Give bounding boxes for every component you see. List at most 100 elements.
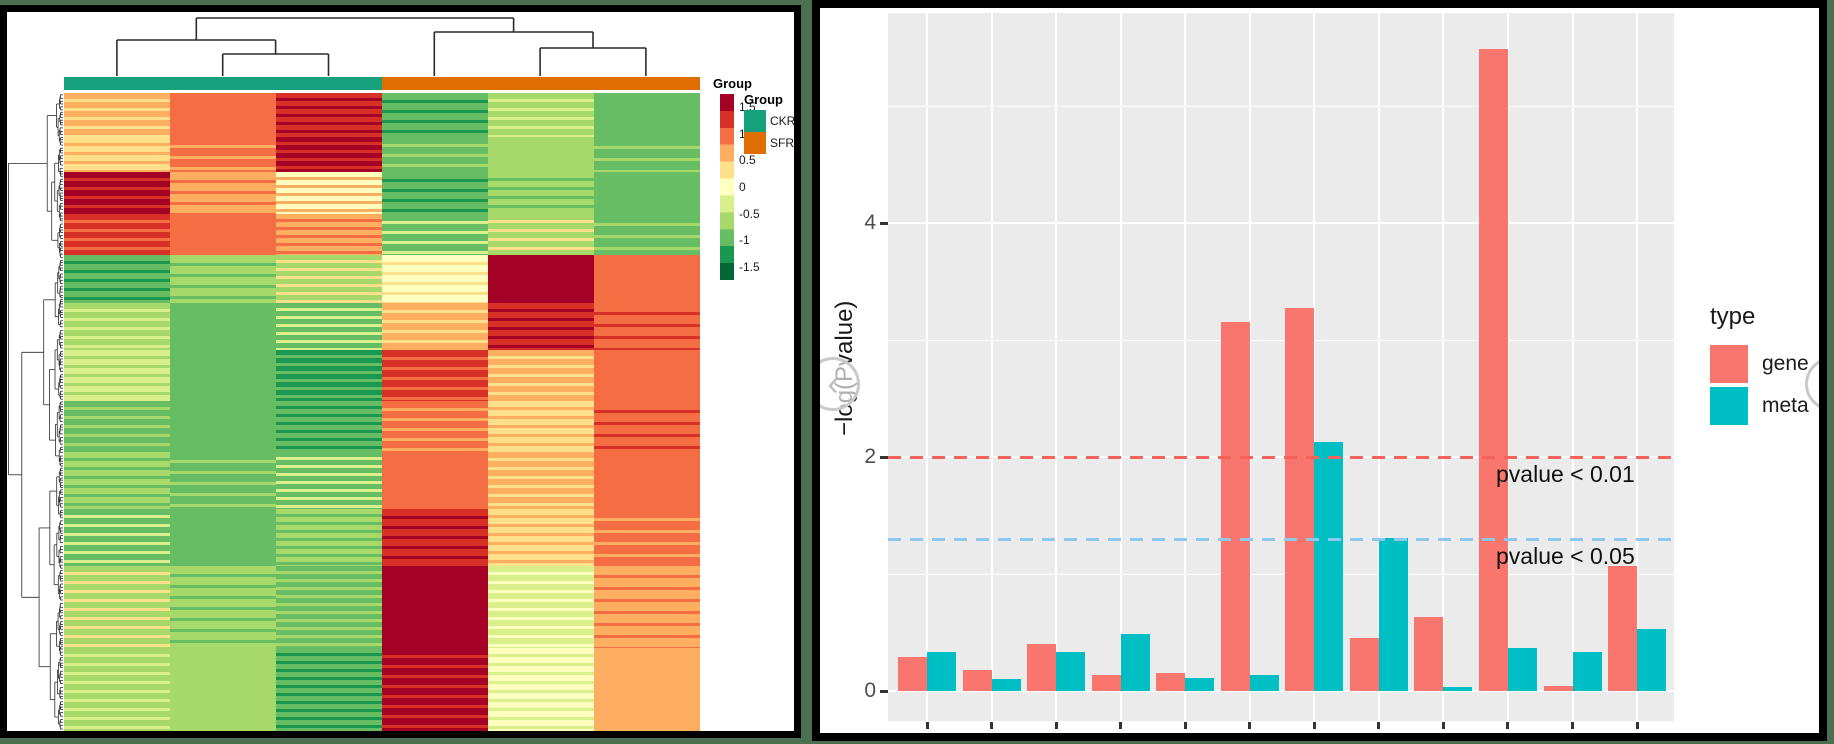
heatmap-cell: [382, 565, 488, 649]
heatmap-band-10: [64, 508, 700, 566]
heatmap-cell: [382, 451, 488, 509]
type-legend-title: type: [1710, 303, 1756, 330]
heatmap-cell: [276, 254, 382, 303]
bar-meta-12: [1637, 628, 1667, 691]
heatmap-cell: [170, 451, 276, 509]
heatmap-cell: [382, 213, 488, 255]
vertical-gridline: [926, 13, 928, 721]
heatmap-band-1: [64, 93, 700, 138]
bar-meta-10: [1507, 647, 1537, 691]
heatmap-cell: [170, 400, 276, 452]
heatmap-panel: Group 1.5 1 0.5 0 -0.5 -1 -1.5 Group CKR SFR: [0, 5, 801, 738]
heatmap-cell: [64, 648, 170, 731]
heatmap-cell: [594, 350, 700, 401]
y-tick-mark: [880, 456, 888, 459]
heatmap-cell: [488, 93, 594, 138]
heatmap-cell: [276, 302, 382, 351]
bar-meta-1: [927, 652, 956, 691]
plot-area: pvalue < 0.01 pvalue < 0.05: [888, 13, 1674, 721]
bar-gene-3: [1027, 644, 1057, 691]
bar-meta-8: [1378, 537, 1408, 691]
heatmap-cell: [170, 565, 276, 649]
bar-gene-6: [1220, 322, 1250, 691]
bar-gene-5: [1156, 673, 1186, 691]
bar-meta-11: [1572, 652, 1602, 691]
colorbar-tick-label: 0: [739, 180, 746, 194]
heatmap-cell: [64, 565, 170, 649]
meta-label: meta: [1762, 394, 1809, 417]
horizontal-gridline: [888, 690, 1674, 692]
heatmap-cell: [64, 350, 170, 401]
bar-meta-2: [991, 679, 1021, 691]
y-tick-mark: [880, 690, 888, 693]
horizontal-gridline: [888, 105, 1674, 107]
heatmap-cell: [64, 137, 170, 173]
vertical-gridline: [1248, 13, 1251, 721]
x-tick-mark: [1571, 722, 1574, 729]
x-tick-mark: [990, 722, 994, 729]
heatmap-cell: [276, 565, 382, 649]
group-legend: Group CKR SFR: [744, 92, 796, 154]
heatmap-cell: [170, 648, 276, 731]
heatmap-band-2: [64, 137, 700, 173]
bar-gene-9: [1414, 617, 1444, 691]
gene-label: gene: [1762, 352, 1809, 375]
heatmap-cell: [382, 254, 488, 303]
threshold-line-2: [888, 537, 1674, 541]
bar-gene-1: [898, 657, 927, 691]
chevron-right-icon: ›: [1826, 367, 1827, 401]
vertical-gridline: [1184, 13, 1187, 721]
heatmap-cell: [488, 137, 594, 173]
heatmap-cell: [594, 451, 700, 509]
x-tick-mark: [1635, 722, 1639, 729]
heatmap-band-6: [64, 302, 700, 351]
heatmap-cell: [382, 350, 488, 401]
heatmap-cell: [276, 451, 382, 509]
heatmap-cell: [64, 302, 170, 351]
heatmap-cell: [594, 137, 700, 173]
bar-gene-4: [1091, 674, 1121, 691]
ckr-label: CKR: [770, 114, 796, 128]
vertical-gridline: [1055, 13, 1058, 721]
heatmap-cell: [594, 172, 700, 214]
x-tick-mark: [1054, 722, 1058, 729]
heatmap-cell: [64, 172, 170, 214]
vertical-gridline: [1571, 13, 1574, 721]
heatmap-cell: [276, 172, 382, 214]
legend-item-gene: gene: [1710, 345, 1809, 383]
heatmap-cell: [276, 93, 382, 138]
threshold-label-1: pvalue < 0.01: [1496, 461, 1635, 487]
legend-item-ckr: CKR: [744, 110, 796, 132]
heatmap-cell: [382, 137, 488, 173]
heatmap-cell: [488, 451, 594, 509]
heatmap-cell: [382, 302, 488, 351]
heatmap-cell: [594, 648, 700, 731]
heatmap-band-8: [64, 400, 700, 452]
heatmap-cell: [594, 400, 700, 452]
heatmap-band-12: [64, 648, 700, 731]
heatmap-cell: [594, 254, 700, 303]
heatmap-cell: [488, 400, 594, 452]
heatmap-cell: [170, 350, 276, 401]
bar-gene-12: [1608, 565, 1638, 691]
bar-meta-6: [1249, 674, 1279, 691]
heatmap-cell: [382, 172, 488, 214]
annotation-segment-ckr: [64, 77, 382, 90]
heatmap-cell: [170, 93, 276, 138]
heatmap-cell: [64, 213, 170, 255]
y-tick-label: 0: [864, 679, 876, 702]
heatmap-cell: [594, 302, 700, 351]
heatmap-cell: [594, 508, 700, 566]
row-dendrogram: [8, 94, 63, 730]
heatmap-cell: [488, 254, 594, 303]
group-legend-title: Group: [744, 92, 783, 107]
colorbar-tick-label: 0.5: [739, 153, 756, 168]
heatmap-band-9: [64, 451, 700, 509]
heatmap-cell: [488, 172, 594, 214]
legend-item-sfr: SFR: [744, 132, 794, 154]
sfr-label: SFR: [770, 136, 794, 150]
heatmap-cell: [170, 254, 276, 303]
bar-meta-4: [1120, 633, 1150, 691]
vertical-gridline: [1313, 13, 1316, 721]
threshold-label-2: pvalue < 0.05: [1496, 542, 1635, 569]
